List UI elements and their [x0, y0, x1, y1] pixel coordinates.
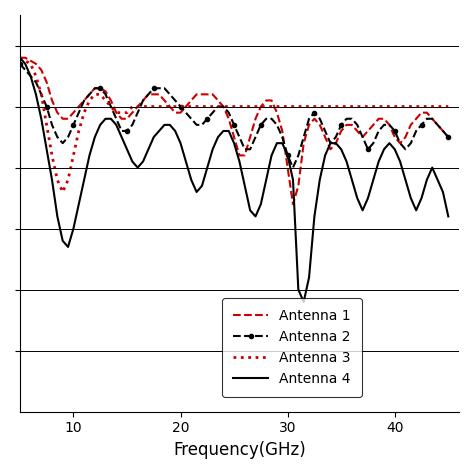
Antenna 4 [338, 146, 344, 152]
Antenna 3 [60, 189, 65, 195]
Antenna 4 [17, 55, 23, 61]
Antenna 2 [338, 122, 344, 128]
Antenna 3 [258, 104, 264, 109]
Line: Antenna 4: Antenna 4 [20, 58, 448, 302]
Legend: Antenna 1, Antenna 2, Antenna 3, Antenna 4: Antenna 1, Antenna 2, Antenna 3, Antenna… [222, 298, 362, 397]
Antenna 4 [392, 146, 398, 152]
Antenna 2 [392, 128, 398, 134]
Antenna 2 [371, 140, 376, 146]
Antenna 1 [253, 116, 258, 122]
Antenna 4 [253, 214, 258, 219]
Antenna 3 [290, 104, 296, 109]
Antenna 1 [290, 201, 296, 207]
Line: Antenna 3: Antenna 3 [20, 58, 448, 192]
Antenna 1 [408, 122, 414, 128]
Line: Antenna 1: Antenna 1 [20, 58, 448, 204]
Line: Antenna 2: Antenna 2 [18, 62, 450, 170]
Antenna 3 [338, 104, 344, 109]
Antenna 2 [253, 134, 258, 140]
Antenna 2 [446, 134, 451, 140]
Antenna 1 [338, 128, 344, 134]
Antenna 2 [290, 165, 296, 171]
Antenna 4 [408, 195, 414, 201]
Antenna 1 [371, 122, 376, 128]
Antenna 1 [17, 55, 23, 61]
Antenna 3 [371, 104, 376, 109]
Antenna 4 [446, 214, 451, 219]
X-axis label: Frequency(GHz): Frequency(GHz) [173, 441, 306, 459]
Antenna 3 [392, 104, 398, 109]
Antenna 2 [285, 153, 291, 158]
Antenna 1 [285, 165, 291, 171]
Antenna 2 [17, 61, 23, 67]
Antenna 1 [392, 134, 398, 140]
Antenna 1 [446, 134, 451, 140]
Antenna 4 [301, 299, 307, 305]
Antenna 3 [408, 104, 414, 109]
Antenna 2 [408, 140, 414, 146]
Antenna 3 [446, 104, 451, 109]
Antenna 3 [17, 55, 23, 61]
Antenna 4 [285, 153, 291, 158]
Antenna 4 [371, 177, 376, 182]
